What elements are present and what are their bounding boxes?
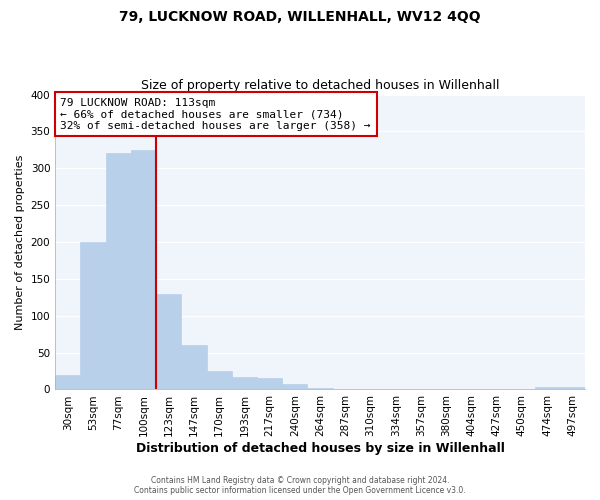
Text: 79 LUCKNOW ROAD: 113sqm
← 66% of detached houses are smaller (734)
32% of semi-d: 79 LUCKNOW ROAD: 113sqm ← 66% of detache… (61, 98, 371, 130)
Bar (106, 153, 131, 390)
Bar (206, 371, 232, 390)
Bar (282, 384, 307, 390)
X-axis label: Distribution of detached houses by size in Willenhall: Distribution of detached houses by size … (136, 442, 505, 455)
Y-axis label: Number of detached properties: Number of detached properties (15, 154, 25, 330)
Text: 79, LUCKNOW ROAD, WILLENHALL, WV12 4QQ: 79, LUCKNOW ROAD, WILLENHALL, WV12 4QQ (119, 10, 481, 24)
Bar (55, 374, 80, 390)
Text: Contains HM Land Registry data © Crown copyright and database right 2024.
Contai: Contains HM Land Registry data © Crown c… (134, 476, 466, 495)
Bar (80, 242, 106, 390)
Bar (181, 345, 206, 390)
Bar (131, 150, 156, 390)
Bar (307, 388, 332, 390)
Title: Size of property relative to detached houses in Willenhall: Size of property relative to detached ho… (141, 79, 499, 92)
Bar (156, 294, 181, 390)
Bar (535, 387, 560, 390)
Bar (560, 387, 585, 390)
Bar (257, 378, 282, 390)
Bar (232, 377, 257, 390)
